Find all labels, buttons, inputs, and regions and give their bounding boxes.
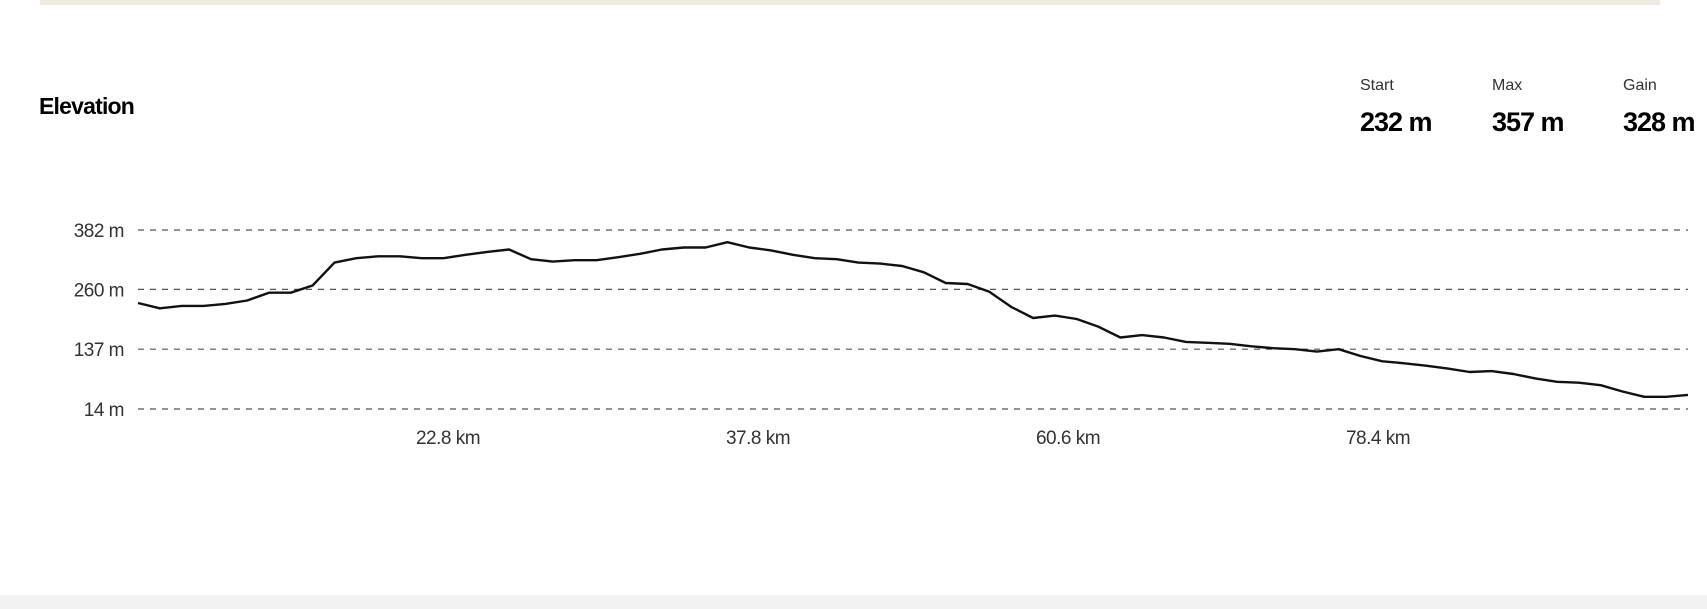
elevation-line — [137, 241, 1689, 398]
x-tick-label: 60.6 km — [1036, 428, 1100, 449]
stat-label: Gain — [1623, 77, 1657, 94]
stat-value: 357 m — [1492, 107, 1564, 137]
map-edge — [40, 0, 1660, 5]
panel-title: Elevation — [39, 93, 134, 119]
stats: Start 232 m Max 357 m Gain 328 m — [1360, 77, 1696, 137]
x-tick-label: 37.8 km — [726, 428, 790, 449]
stat-value: 232 m — [1360, 107, 1432, 137]
y-tick-label: 382 m — [74, 221, 124, 242]
y-tick-label: 14 m — [84, 400, 124, 421]
stat-value: 328 m — [1623, 107, 1695, 137]
y-tick-label: 137 m — [74, 340, 124, 361]
x-tick-label: 22.8 km — [416, 428, 480, 449]
stat-label: Start — [1360, 77, 1394, 94]
chart: 14 m 137 m 260 m 382 m 22.8 km 37.8 km 60.6 km… — [74, 221, 1689, 449]
stat-label: Max — [1492, 77, 1522, 94]
x-tick-label: 78.4 km — [1346, 428, 1410, 449]
y-tick-label: 260 m — [74, 280, 124, 301]
footer-band — [0, 595, 1707, 609]
